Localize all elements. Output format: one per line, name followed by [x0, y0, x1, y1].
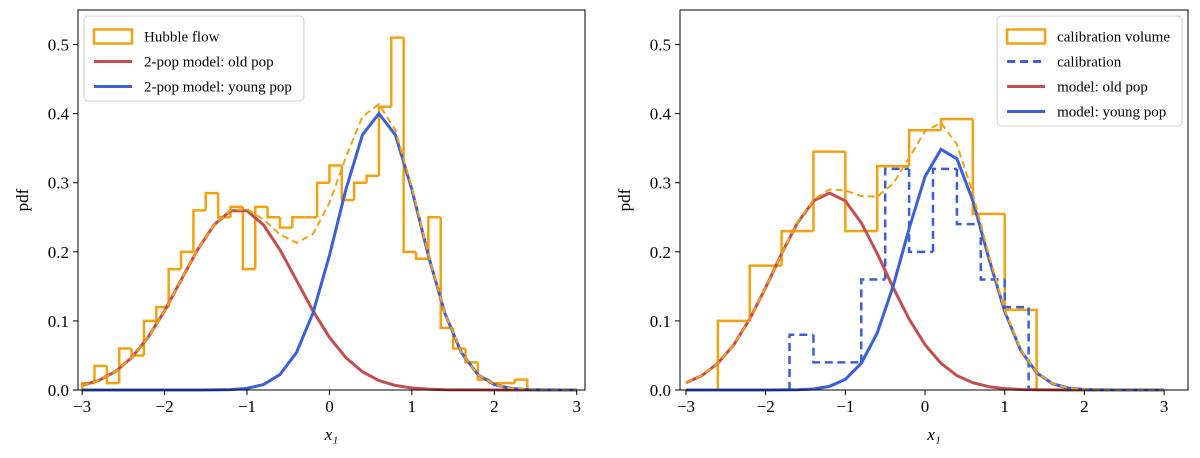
x-tick-label: −2 [757, 397, 775, 416]
histogram-step [955, 168, 981, 226]
x-tick-label: −3 [677, 397, 695, 416]
histogram-step [716, 319, 750, 390]
y-tick-label: 0.3 [650, 174, 671, 193]
axes-frame [77, 9, 586, 391]
model-curve [81, 209, 577, 392]
y-tick-label: 0.3 [48, 174, 69, 193]
histogram-step [907, 128, 941, 167]
histogram-step [266, 206, 280, 219]
histogram-step [204, 191, 219, 211]
model-curve [82, 111, 577, 392]
histogram-step [278, 217, 293, 229]
x-tick-label: 3 [1160, 397, 1169, 416]
histogram-step [427, 216, 441, 259]
x-tick-label: 2 [490, 397, 499, 416]
y-tick-label: 0.4 [48, 105, 70, 124]
y-tick-label: 0.0 [48, 381, 69, 400]
x-tick-label: 0 [325, 397, 334, 416]
legend: Hubble flow 2-pop model: old pop 2-pop mod… [83, 15, 305, 102]
histogram-step [155, 305, 169, 321]
legend-label: model: young pop [1057, 105, 1166, 121]
x-tick-label: −1 [836, 397, 854, 416]
x-tick-label: 1 [408, 397, 417, 416]
x-axis-label: x₁ [324, 425, 338, 444]
histogram-step [93, 364, 107, 384]
histogram-step [939, 117, 973, 131]
histogram-step [414, 251, 429, 260]
histogram-step [931, 167, 957, 252]
histogram-step [216, 193, 231, 219]
y-axis-label: pdf [615, 188, 634, 211]
y-axis-label: pdf [13, 188, 32, 211]
histogram-step [464, 348, 478, 364]
y-tick-label: 0.2 [48, 243, 69, 262]
x-tick-label: 2 [1080, 397, 1089, 416]
y-tick-label: 0.5 [48, 36, 69, 55]
histogram-step [328, 164, 342, 183]
histogram-step [812, 150, 846, 232]
legend-handle [1005, 28, 1047, 45]
histogram-step [860, 278, 886, 363]
histogram-step [875, 164, 910, 232]
histogram-step [179, 250, 194, 270]
legend-label: model: old pop [1057, 80, 1148, 96]
y-tick-label: 0.1 [48, 312, 69, 331]
sum-curve [685, 121, 1165, 391]
y-tick-label: 0.4 [650, 105, 672, 124]
y-tick-label: 0.2 [650, 243, 671, 262]
histogram-step [402, 37, 416, 254]
x-tick-label: 1 [1000, 397, 1009, 416]
histogram-step [167, 267, 182, 308]
x-tick-label: −3 [73, 397, 91, 416]
histogram-step [117, 347, 132, 384]
histogram-step [748, 264, 782, 321]
y-tick-label: 0.1 [650, 312, 671, 331]
legend-label: calibration [1057, 55, 1122, 71]
histogram-step [105, 365, 120, 385]
histogram-step [1003, 279, 1030, 390]
legend: calibration volume calibration model: old … [996, 15, 1183, 127]
histogram-step [315, 181, 330, 218]
x-tick-label: 0 [921, 397, 930, 416]
axes-frame [679, 9, 1189, 391]
x-tick-label: −2 [156, 397, 174, 416]
histogram-step [439, 217, 454, 330]
x-tick-label: −1 [238, 397, 256, 416]
y-tick-label: 0.5 [650, 36, 671, 55]
histogram-step [352, 181, 367, 200]
histogram-step [788, 333, 814, 390]
x-axis-label: x₁ [926, 425, 940, 444]
legend-handle [92, 28, 134, 45]
histogram-step [291, 216, 305, 228]
model-curve [685, 147, 1165, 392]
histogram-step [812, 334, 838, 364]
histogram-step [1003, 213, 1038, 390]
histogram-step [907, 168, 934, 254]
histogram-step [253, 205, 268, 270]
legend-box [83, 15, 305, 102]
legend-label: calibration volume [1057, 30, 1170, 46]
histogram-step [780, 229, 814, 266]
y-tick-label: 0.0 [650, 381, 671, 400]
legend-label: 2-pop model: young pop [144, 80, 292, 96]
model-curve [685, 191, 1165, 392]
histogram-step [241, 206, 256, 271]
histogram-step [377, 105, 392, 176]
histogram-step [883, 167, 910, 280]
histogram-step [971, 119, 1005, 216]
histogram-step [192, 209, 206, 252]
histogram-step [365, 174, 379, 183]
histogram-step [513, 378, 529, 390]
sum-curve [81, 102, 577, 391]
histogram-step [229, 205, 243, 218]
x-tick-label: 3 [573, 397, 582, 416]
legend-label: 2-pop model: old pop [144, 55, 274, 71]
histogram-step [390, 36, 404, 107]
legend-label: Hubble flow [144, 30, 220, 46]
